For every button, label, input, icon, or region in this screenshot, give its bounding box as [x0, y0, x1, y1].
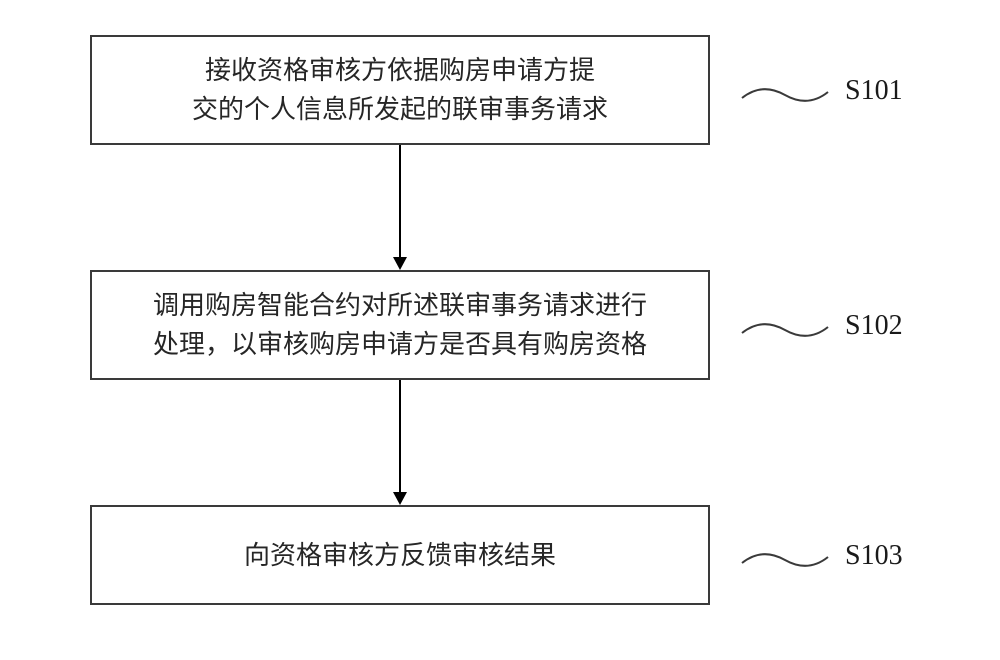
connector-tilde [740, 545, 830, 575]
connector-tilde [740, 80, 830, 110]
connector-tilde [740, 315, 830, 345]
step-text-line: 调用购房智能合约对所述联审事务请求进行 [153, 286, 647, 325]
step-box-s103: 向资格审核方反馈审核结果 [90, 505, 710, 605]
step-text-line: 处理，以审核购房申请方是否具有购房资格 [153, 325, 647, 364]
step-label-s103: S103 [845, 540, 903, 572]
flowchart-canvas: 接收资格审核方依据购房申请方提 交的个人信息所发起的联审事务请求 S101 调用… [0, 0, 1000, 660]
step-text-line: 向资格审核方反馈审核结果 [244, 536, 556, 575]
step-box-s101: 接收资格审核方依据购房申请方提 交的个人信息所发起的联审事务请求 [90, 35, 710, 145]
step-label-s102: S102 [845, 310, 903, 342]
step-text-line: 交的个人信息所发起的联审事务请求 [192, 90, 608, 129]
step-text-line: 接收资格审核方依据购房申请方提 [192, 51, 608, 90]
step-label-s101: S101 [845, 75, 903, 107]
step-box-s102: 调用购房智能合约对所述联审事务请求进行 处理，以审核购房申请方是否具有购房资格 [90, 270, 710, 380]
